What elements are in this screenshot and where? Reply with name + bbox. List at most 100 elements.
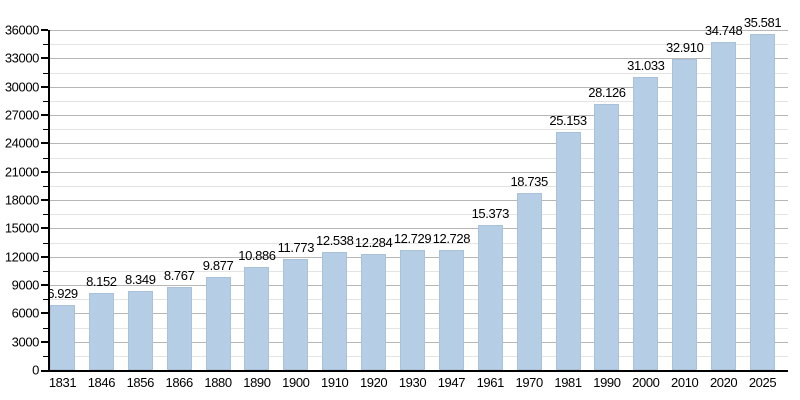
y-tick-minor-25500	[43, 129, 48, 131]
y-axis-label-6000: 6000	[11, 305, 40, 321]
bar-value-label-1831: 6.929	[47, 285, 78, 301]
x-axis-label-1970: 1970	[515, 375, 543, 390]
y-axis-line	[48, 30, 50, 372]
bar-2000	[633, 76, 659, 370]
x-axis-label-1831: 1831	[48, 375, 77, 390]
y-axis-label-27000: 27000	[4, 107, 40, 123]
y-tick-minor-28500	[43, 100, 48, 102]
bar-value-label-2020: 34.748	[704, 22, 743, 38]
y-axis-label-0: 0	[32, 362, 39, 378]
x-axis-label-1981: 1981	[554, 375, 582, 390]
bar-1856	[127, 291, 153, 370]
gridline-major-33000	[48, 58, 788, 60]
bar-1866	[166, 287, 192, 370]
y-tick-minor-16500	[43, 214, 48, 216]
x-axis-label-1890: 1890	[243, 375, 271, 390]
bar-value-label-2025: 35.581	[743, 14, 782, 30]
y-axis-label-15000: 15000	[4, 220, 40, 236]
x-axis-label-1930: 1930	[398, 375, 427, 390]
bar-2025	[750, 33, 775, 370]
y-tick-major-21000	[41, 170, 48, 173]
y-tick-minor-13500	[43, 242, 48, 244]
y-axis-label-33000: 33000	[4, 50, 40, 66]
bar-value-label-1981: 25.153	[549, 113, 587, 129]
plot-area: 6.929 8.152 8.349 8.767 9.877 10.886 11.773 12.…	[5, 16, 788, 389]
x-axis-label-1856: 1856	[126, 375, 155, 390]
gridline-major-21000	[48, 171, 788, 173]
x-axis-label-1947: 1947	[437, 375, 466, 390]
y-tick-major-9000	[41, 284, 48, 286]
x-axis-label-1866: 1866	[165, 375, 193, 390]
bar-2020	[711, 41, 737, 370]
y-tick-major-18000	[41, 199, 48, 201]
y-tick-major-12000	[41, 255, 48, 258]
gridline-minor-19500	[48, 185, 788, 187]
bar-1900	[283, 258, 309, 370]
y-tick-major-0	[41, 370, 48, 372]
gridline-minor-34500	[48, 44, 788, 46]
bar-value-label-1846: 8.152	[86, 274, 117, 290]
x-axis-label-2000: 2000	[632, 375, 660, 390]
y-tick-minor-34500	[43, 44, 48, 46]
x-axis-label-2020: 2020	[709, 375, 738, 390]
y-tick-major-6000	[41, 312, 48, 315]
y-axis-label-18000: 18000	[4, 192, 40, 208]
y-tick-minor-1500	[43, 355, 48, 357]
gridline-major-36000	[48, 30, 788, 31]
bar-value-label-1866: 8.767	[163, 268, 195, 284]
y-axis-label-12000: 12000	[4, 249, 40, 265]
gridline-minor-25500	[48, 129, 788, 131]
x-axis-label-1990: 1990	[593, 375, 621, 390]
y-axis-label-21000: 21000	[4, 164, 40, 180]
bar-1846	[88, 293, 114, 370]
y-tick-minor-19500	[43, 185, 48, 187]
gridline-minor-22500	[48, 157, 788, 159]
y-axis-label-24000: 24000	[4, 135, 40, 151]
y-tick-major-33000	[41, 57, 48, 60]
y-axis-label-30000: 30000	[4, 79, 40, 95]
gridline-major-30000	[48, 86, 788, 88]
bar-value-label-1970: 18.735	[510, 174, 548, 190]
bar-1961	[477, 224, 503, 370]
bar-1990	[594, 104, 620, 370]
bar-value-label-1920: 12.284	[354, 235, 393, 250]
x-axis-label-1920: 1920	[359, 375, 388, 390]
y-tick-major-36000	[41, 29, 48, 31]
bar-2010	[672, 59, 698, 370]
bar-1920	[361, 254, 387, 370]
gridline-major-18000	[48, 200, 788, 201]
bar-1970	[516, 193, 542, 370]
gridline-minor-16500	[48, 214, 788, 216]
gridline-major-15000	[48, 228, 788, 230]
bar-1890	[244, 267, 270, 370]
bar-1880	[205, 276, 231, 370]
bar-1930	[400, 249, 425, 370]
x-axis-label-1900: 1900	[282, 375, 310, 390]
bar-value-label-1961: 15.373	[471, 205, 510, 221]
y-tick-minor-7500	[43, 299, 48, 301]
y-tick-minor-31500	[43, 72, 48, 74]
x-axis-line	[48, 370, 788, 372]
gridline-major-27000	[48, 115, 788, 116]
gridline-major-24000	[48, 143, 788, 145]
bar-value-label-1880: 9.877	[202, 257, 234, 273]
bar-value-label-2000: 31.033	[627, 57, 665, 73]
bar-1981	[555, 132, 581, 370]
gridline-minor-31500	[48, 72, 788, 74]
y-tick-major-24000	[41, 142, 48, 145]
y-tick-minor-10500	[43, 270, 48, 272]
gridline-minor-28500	[48, 100, 788, 102]
bar-value-label-2010: 32.910	[666, 40, 704, 56]
y-axis-label-3000: 3000	[11, 334, 40, 350]
x-axis-label-2025: 2025	[748, 375, 777, 390]
x-axis-label-1961: 1961	[476, 375, 505, 390]
y-tick-minor-22500	[43, 157, 48, 159]
bar-value-label-1900: 11.773	[277, 239, 315, 255]
y-tick-major-30000	[41, 85, 48, 88]
bar-value-label-1990: 28.126	[588, 85, 626, 101]
bar-1831	[50, 304, 75, 370]
y-axis-label-9000: 9000	[11, 277, 40, 293]
bar-value-label-1910: 12.538	[316, 232, 354, 248]
y-axis-label-36000: 36000	[4, 22, 40, 38]
